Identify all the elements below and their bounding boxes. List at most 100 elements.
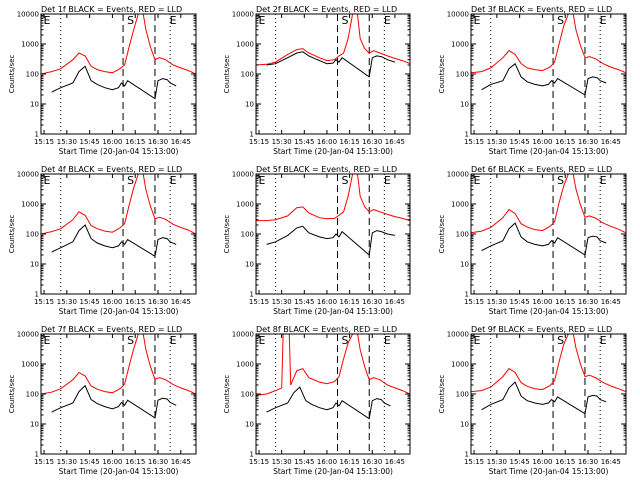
lld-series-line [41,14,196,75]
marker-letter-label: E [44,14,51,27]
x-tick-label: 16:30 [362,138,382,146]
panel-9: 1 10 100 1000 10000 15:15 15:30 15:45 16:00 16:15… [438,325,627,476]
x-axis-label: Start Time (20-Jan-04 15:13:00) [59,307,179,316]
marker-letter-label: S [342,174,349,187]
x-axis-label: Start Time (20-Jan-04 15:13:00) [273,307,393,316]
x-tick-label: 15:15 [249,138,269,146]
series-group [471,334,626,415]
y-tick-label: 1000 [451,361,469,369]
panel-4: 1 10 100 1000 10000 15:15 15:30 15:45 16:00 16:15… [8,165,197,316]
x-tick-label: 16:30 [362,458,382,466]
x-tick-label: 15:15 [464,138,484,146]
x-tick-label: 15:30 [57,458,77,466]
marker-letter-label: E [259,14,266,27]
series-group [256,174,410,256]
events-series-line [481,381,607,415]
y-tick-label: 10 [245,101,254,109]
plot-frame [40,173,197,295]
x-axis-label: Start Time (20-Jan-04 15:13:00) [59,147,179,156]
y-axis-label: Counts/sec [8,215,16,254]
x-tick-label: 16:00 [102,138,122,146]
x-tick-label: 16:00 [317,458,337,466]
marker-letter-label: E [170,174,177,187]
marker-letter-label: E [600,334,607,347]
x-tick-label: 16:30 [578,298,598,306]
y-tick-label: 1000 [451,41,469,49]
marker-letter-label: E [170,334,177,347]
x-tick-label: 16:15 [340,298,360,306]
x-tick-label: 16:45 [601,298,621,306]
y-tick-label: 100 [241,71,254,79]
y-tick-label: 1 [250,291,254,299]
x-tick-label: 16:45 [171,458,191,466]
x-tick-label: 16:45 [385,138,405,146]
panel-7: 1 10 100 1000 10000 15:15 15:30 15:45 16:00 16:15… [8,325,197,476]
marker-letter-label: S [342,14,349,27]
x-tick-label: 15:30 [487,458,507,466]
y-tick-label: 10000 [447,11,469,19]
y-tick-label: 10 [30,101,39,109]
marker-letter-label: S [127,334,134,347]
x-tick-label: 16:30 [148,458,168,466]
x-tick-label: 16:45 [601,458,621,466]
x-tick-label: 16:15 [340,138,360,146]
y-tick-label: 1 [35,291,39,299]
panel-5: 1 10 100 1000 10000 15:15 15:30 15:45 16:00 16:15… [223,165,411,316]
y-tick-label: 1000 [21,361,39,369]
events-series-line [51,65,177,100]
x-axis-label: Start Time (20-Jan-04 15:13:00) [489,467,609,476]
y-axis-label: Counts/sec [438,375,446,414]
y-tick-label: 10 [460,261,469,269]
series-group [471,174,626,256]
panel-title: Det 5f BLACK = Events, RED = LLD [256,165,397,174]
y-axis-label: Counts/sec [438,215,446,254]
series-group [471,14,626,96]
events-series-line [266,225,395,256]
marker-letter-label: E [474,174,481,187]
marker-letter-label: E [384,14,391,27]
lld-series-line [256,174,410,222]
plot-frame [470,333,627,455]
series-group [256,14,410,78]
panel-8: 1 10 100 1000 10000 15:15 15:30 15:45 16:00 16:15… [223,325,411,476]
panel-title: Det 9f BLACK = Events, RED = LLD [471,325,612,334]
marker-letter-label: E [44,174,51,187]
x-axis-label: Start Time (20-Jan-04 15:13:00) [489,147,609,156]
marker-letter-label: E [474,334,481,347]
x-tick-label: 15:15 [464,298,484,306]
marker-letter-label: S [557,14,564,27]
x-tick-label: 16:30 [362,298,382,306]
x-tick-label: 15:15 [34,138,54,146]
y-axis-label: Counts/sec [8,375,16,414]
panel-title: Det 6f BLACK = Events, RED = LLD [471,165,612,174]
panel-title: Det 8f BLACK = Events, RED = LLD [256,325,397,334]
x-tick-label: 16:45 [171,298,191,306]
events-series-line [481,222,607,256]
plot-frame [255,13,411,135]
plot-frame [470,13,627,135]
events-series-line [51,384,177,419]
marker-letter-label: E [170,14,177,27]
y-tick-label: 1 [35,131,39,139]
y-tick-label: 1 [465,451,469,459]
y-tick-label: 100 [456,391,469,399]
x-tick-label: 16:00 [317,298,337,306]
panel-title: Det 4f BLACK = Events, RED = LLD [41,165,182,174]
y-tick-label: 10000 [447,171,469,179]
y-tick-label: 1000 [21,201,39,209]
marker-letter-label: E [384,334,391,347]
lld-series-line [41,334,196,395]
x-tick-label: 15:30 [487,138,507,146]
x-tick-label: 16:00 [532,458,552,466]
events-series-line [481,62,607,96]
x-tick-label: 15:30 [272,298,292,306]
marker-letter-label: S [342,334,349,347]
x-axis-label: Start Time (20-Jan-04 15:13:00) [273,467,393,476]
y-tick-label: 10 [30,421,39,429]
x-tick-label: 15:45 [510,458,530,466]
x-tick-label: 15:45 [80,458,100,466]
y-tick-label: 10000 [17,331,39,339]
lld-series-line [471,174,626,234]
